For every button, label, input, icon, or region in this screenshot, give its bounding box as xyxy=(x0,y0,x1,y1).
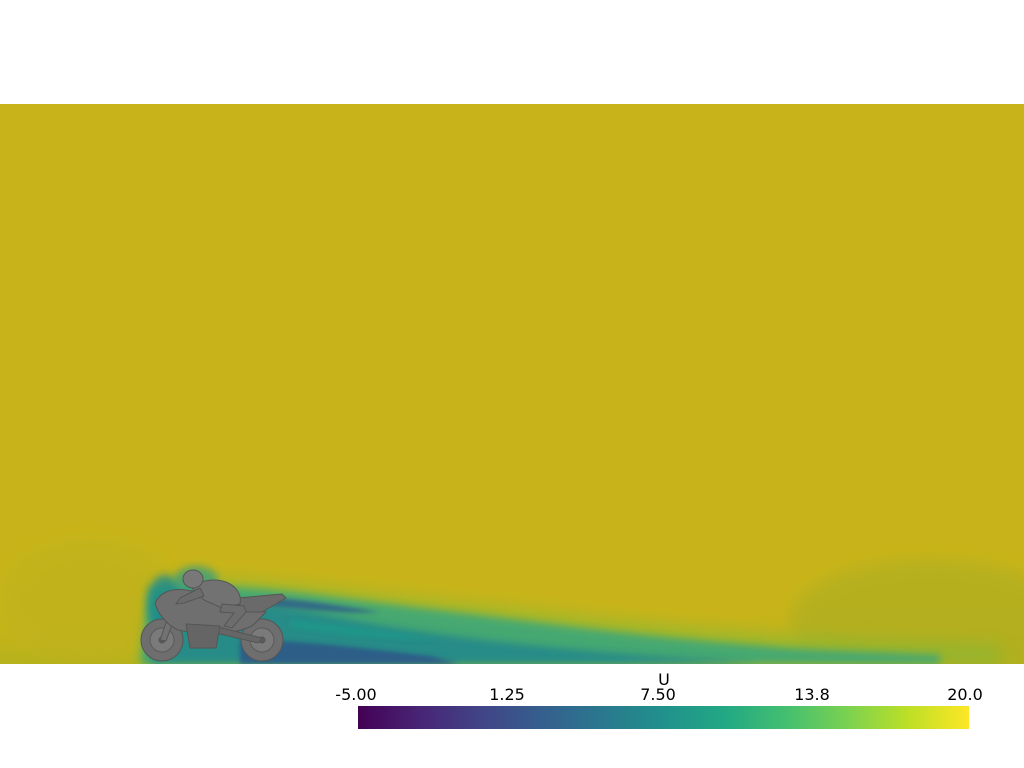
engine-block xyxy=(185,623,221,649)
scalar-bar-tick-2: 7.50 xyxy=(640,685,676,704)
scalar-bar-colormap xyxy=(358,706,969,729)
rider-helmet xyxy=(182,569,204,589)
scalar-bar-tick-1: 1.25 xyxy=(489,685,525,704)
motorcycle-model[interactable] xyxy=(140,569,287,662)
scalar-bar-tick-max: 20.0 xyxy=(947,685,983,704)
rider-leg xyxy=(219,603,247,629)
wake-core-streak-upper xyxy=(270,598,380,613)
velocity-slice xyxy=(0,104,1024,664)
far-wake-tint xyxy=(790,560,1024,664)
scalar-bar-title: U xyxy=(658,670,670,689)
scalar-bar-tick-3: 13.8 xyxy=(794,685,830,704)
upstream-stagnation-tint xyxy=(0,540,180,660)
scalar-bar-tick-min: -5.00 xyxy=(335,685,377,704)
wake-core-streak-lower xyxy=(240,640,460,664)
wake-core-streak-mid xyxy=(290,620,440,640)
rider-arm xyxy=(174,587,205,605)
